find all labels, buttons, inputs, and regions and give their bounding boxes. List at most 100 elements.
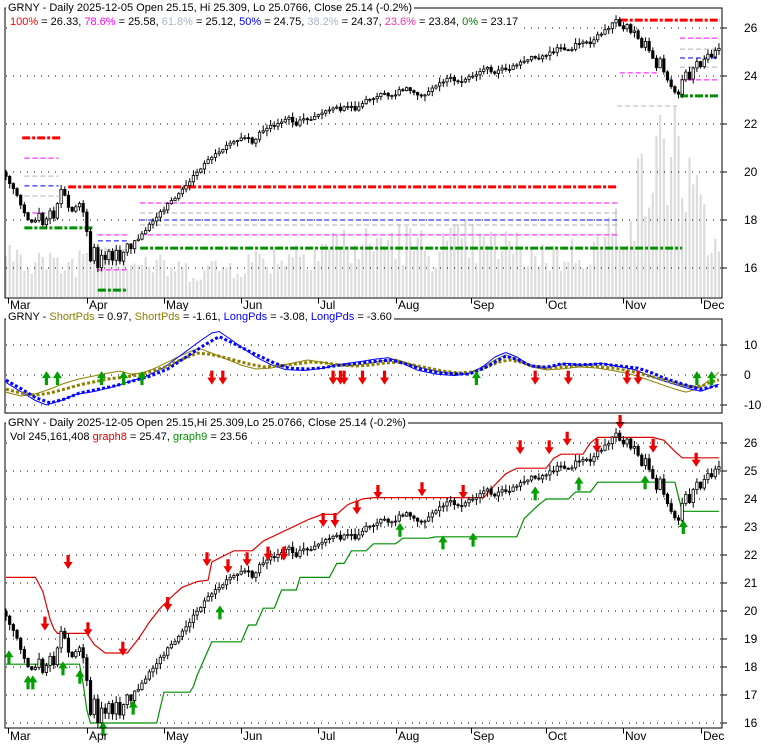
sell-signal-arrow — [544, 440, 554, 455]
buy-signal-arrow — [52, 371, 62, 386]
x-axis-month-label: Apr — [89, 729, 108, 743]
sell-signal-arrow — [562, 431, 572, 446]
title-segment: = 23.84, — [415, 16, 463, 28]
sell-signal-arrow — [563, 370, 573, 385]
y-axis-label: 0 — [744, 368, 751, 382]
y-axis-label: 24 — [744, 69, 758, 83]
title-segment: LongPds — [223, 311, 268, 323]
sell-signal-arrow — [357, 370, 367, 385]
title-segment: ShortPds — [134, 311, 180, 323]
buy-signal-arrow — [28, 675, 38, 690]
sell-signal-arrow — [615, 415, 625, 429]
buy-signal-arrow — [574, 476, 584, 491]
buy-signal-arrow — [4, 650, 14, 665]
x-axis-month-label: Aug — [398, 729, 419, 743]
sell-signal-arrow — [648, 438, 658, 453]
middle-panel-title: GRNY - ShortPds = 0.97, ShortPds = -1.61… — [6, 311, 394, 324]
buy-signal-arrow — [707, 371, 717, 386]
title-text: GRNY - Daily 2025-12-05 Open 25.15,Hi 25… — [8, 417, 406, 429]
trade-signal-arrows — [4, 415, 701, 736]
x-axis-month-label: Jul — [320, 729, 335, 743]
top-panel-fib-legend: 100% = 26.33, 78.6% = 25.58, 61.8% = 25.… — [8, 16, 521, 29]
title-segment: = 24.37, — [338, 16, 385, 28]
bottom-price-panel — [5, 428, 721, 728]
title-segment: 50% — [239, 16, 262, 28]
sell-signal-arrow — [633, 370, 643, 385]
sell-signal-arrow — [163, 597, 173, 611]
sell-signal-arrow — [380, 370, 390, 385]
sell-signal-arrow — [515, 440, 525, 455]
x-axis-month-label: Oct — [548, 298, 567, 312]
sell-signal-arrow — [218, 370, 228, 385]
y-axis-label: 19 — [744, 632, 758, 646]
title-segment: = 25.58, — [115, 16, 162, 28]
sell-signal-arrow — [691, 452, 701, 467]
y-axis-label: 16 — [744, 716, 758, 730]
sell-signal-arrow — [63, 555, 73, 569]
y-axis-label: 18 — [744, 660, 758, 674]
sell-signal-arrow — [417, 482, 427, 497]
sell-signal-arrow — [223, 559, 233, 574]
title-segment: 23.6% — [384, 16, 416, 28]
top-panel-title: GRNY - Daily 2025-12-05 Open 25.15, Hi 2… — [6, 2, 414, 15]
y-axis-label: 24 — [744, 492, 758, 506]
graph9-line — [6, 481, 719, 724]
indicator-signal-arrows — [41, 370, 717, 386]
title-segment: 78.6% — [84, 16, 116, 28]
y-axis-label: 10 — [744, 338, 758, 352]
title-segment: ShortPds — [49, 311, 95, 323]
title-segment: Vol 245,161,408 — [10, 431, 93, 443]
y-axis-label: 26 — [744, 436, 758, 450]
fibonacci-retracement-lines — [22, 18, 721, 292]
sell-signal-arrow — [118, 641, 128, 656]
x-axis-month-label: Sep — [473, 298, 495, 312]
y-axis-label: 16 — [744, 261, 758, 275]
title-segment: = 25.47, — [126, 431, 174, 443]
title-segment: = 26.33, — [38, 16, 85, 28]
y-axis-label: 21 — [744, 576, 758, 590]
title-segment: 0% — [462, 16, 479, 28]
buy-signal-arrow — [128, 700, 138, 715]
sell-signal-arrow — [40, 616, 50, 631]
buy-signal-arrow — [468, 532, 478, 547]
x-axis-month-label: Mar — [10, 298, 31, 312]
bottom-panel-legend: Vol 245,161,408 graph8 = 25.47, graph9 =… — [8, 431, 250, 444]
sell-signal-arrow — [458, 485, 468, 499]
title-segment: graph9 — [173, 431, 208, 443]
y-axis-label: 26 — [744, 21, 758, 35]
sell-signal-arrow — [318, 513, 328, 527]
bottom-panel-title: GRNY - Daily 2025-12-05 Open 25.15,Hi 25… — [6, 417, 408, 430]
sell-signal-arrow — [328, 370, 338, 385]
buy-signal-arrow — [41, 371, 51, 386]
bottom-panel-frame — [4, 422, 723, 729]
title-segment: graph8 — [92, 431, 127, 443]
sell-signal-arrow — [83, 622, 93, 637]
x-axis-month-label: May — [166, 729, 189, 743]
y-axis-label: 20 — [744, 604, 758, 618]
buy-signal-arrow — [678, 520, 688, 534]
sell-signal-arrow — [202, 552, 212, 567]
sell-signal-arrow — [592, 438, 602, 453]
y-axis-label: 25 — [744, 464, 758, 478]
buy-signal-arrow — [530, 486, 540, 501]
x-axis-month-label: Apr — [89, 298, 108, 312]
buy-signal-arrow — [471, 371, 481, 386]
title-segment: LongPds — [310, 311, 355, 323]
title-segment: = 24.75, — [261, 16, 308, 28]
buy-signal-arrow — [395, 522, 405, 537]
y-axis-label: 20 — [744, 165, 758, 179]
x-axis-month-label: Mar — [10, 729, 31, 743]
sell-signal-arrow — [339, 370, 349, 385]
sell-signal-arrow — [279, 546, 289, 561]
title-segment: = 23.56 — [207, 431, 248, 443]
x-axis-month-label: Jun — [243, 729, 262, 743]
sell-signal-arrow — [330, 513, 340, 527]
x-axis-month-label: May — [166, 298, 189, 312]
x-axis-month-label: Nov — [625, 729, 646, 743]
top-price-panel — [5, 15, 721, 298]
y-axis-label: 22 — [744, 117, 758, 131]
x-axis-month-label: Dec — [703, 729, 724, 743]
y-axis-label: 17 — [744, 688, 758, 702]
